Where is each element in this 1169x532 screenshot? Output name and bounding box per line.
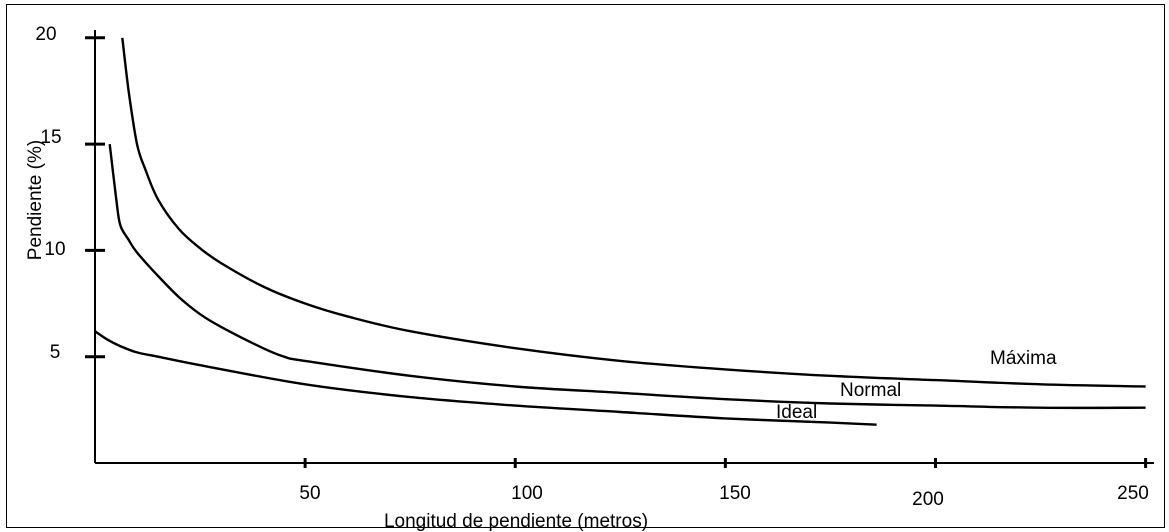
- x-tick-label: 100: [511, 483, 543, 504]
- ticks: 50 100 150 200 250 5 10 15 20: [35, 24, 1148, 510]
- series-line-ideal: [94, 330, 877, 426]
- x-tick-label: 250: [1117, 483, 1149, 504]
- series-line-normal: [108, 143, 1146, 410]
- series-lines: [94, 37, 1146, 426]
- y-tick-label: 5: [50, 342, 61, 363]
- axes: [94, 30, 1154, 464]
- x-tick-label: 50: [299, 483, 320, 504]
- series-label-maxima: Máxima: [990, 348, 1057, 369]
- y-tick-label: 15: [40, 127, 61, 148]
- x-tick-label: 150: [719, 483, 751, 504]
- y-tick-label: 10: [44, 239, 65, 260]
- chart-frame: [6, 4, 1165, 528]
- x-tick-label: 200: [912, 489, 944, 510]
- series-line-maxima: [121, 37, 1146, 388]
- y-tick-label: 20: [35, 24, 56, 45]
- series-label-ideal: Ideal: [776, 402, 817, 423]
- x-axis-title: Longitud de pendiente (metros): [384, 511, 648, 532]
- series-label-normal: Normal: [840, 380, 901, 401]
- series-labels: Máxima Normal Ideal: [776, 348, 1057, 423]
- y-axis-title: Pendiente (%): [25, 140, 46, 260]
